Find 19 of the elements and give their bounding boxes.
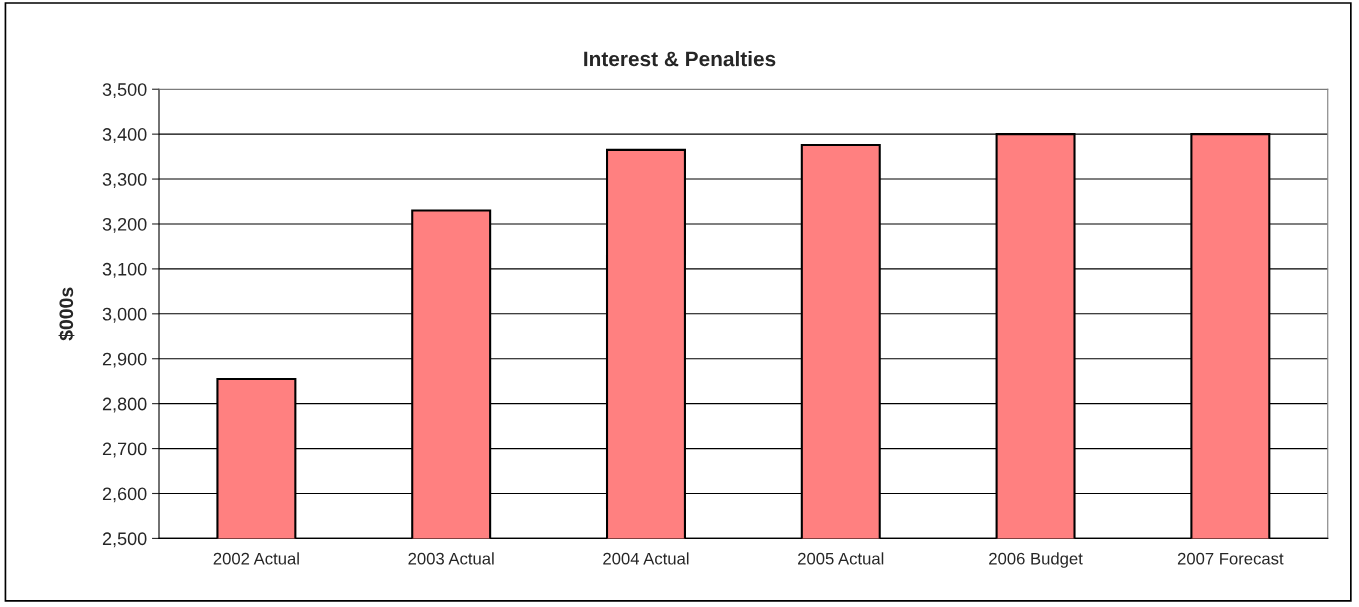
y-tick-label: 2,800	[102, 397, 147, 413]
y-tick-label: 2,700	[102, 442, 147, 458]
y-tick-label: 2,500	[102, 532, 147, 548]
x-tick-label: 2004 Actual	[603, 552, 689, 565]
y-tick-label: 3,400	[102, 128, 147, 143]
y-tick-label: 3,000	[102, 307, 147, 323]
chart-title: Interest & Penalties	[584, 50, 776, 67]
y-tick-label: 3,100	[102, 262, 147, 278]
x-tick-label: 2007 Forecast	[1177, 552, 1284, 565]
y-tick-label: 2,600	[102, 487, 147, 503]
x-tick-label: 2005 Actual	[798, 552, 884, 565]
x-tick-label: 2002 Actual	[213, 552, 299, 565]
y-tick-label: 3,300	[102, 173, 147, 188]
y-tick-label: 3,200	[102, 217, 147, 233]
y-tick-label: 3,500	[102, 83, 147, 99]
x-tick-label: 2006 Budget	[989, 552, 1083, 568]
y-axis-title: $000s	[58, 287, 75, 341]
x-tick-label: 2003 Actual	[408, 552, 494, 565]
y-tick-label: 2,900	[102, 352, 147, 368]
